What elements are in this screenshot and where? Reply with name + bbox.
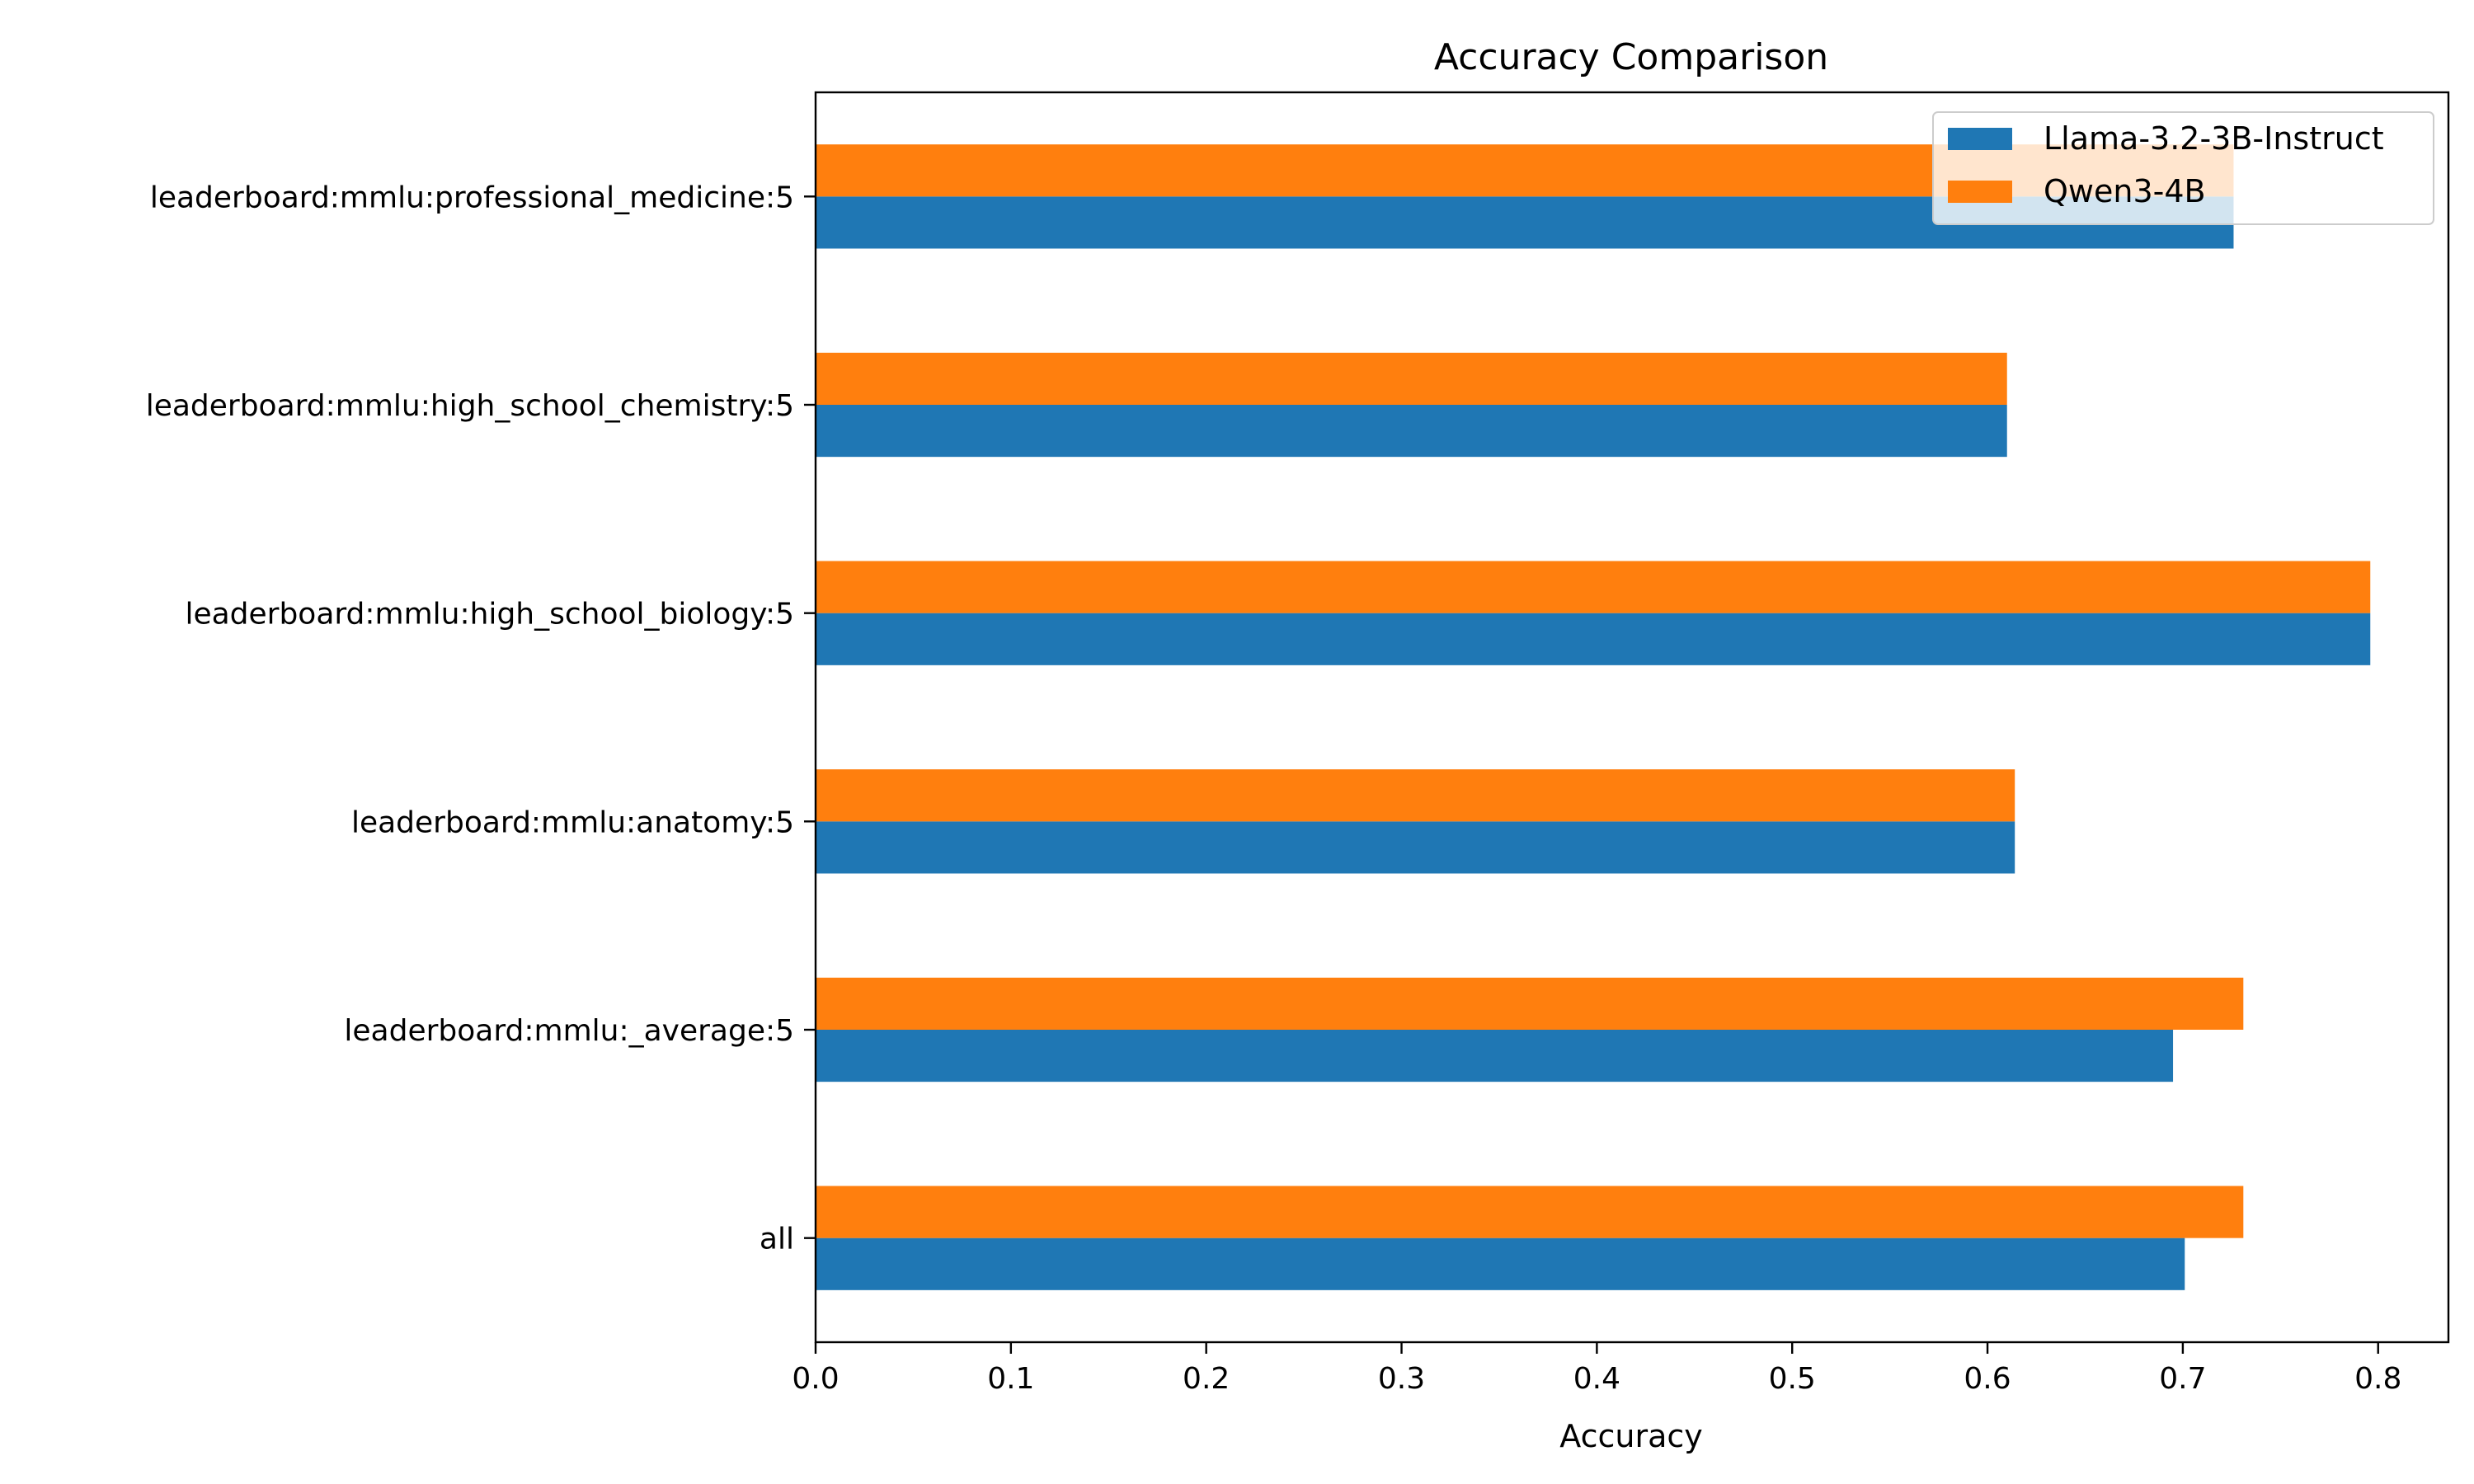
x-tick-label-7: 0.7 bbox=[2159, 1362, 2206, 1396]
legend-label-0: Llama-3.2-3B-Instruct bbox=[2044, 120, 2384, 157]
bar-llama-2 bbox=[816, 821, 2015, 874]
x-tick-label-1: 0.1 bbox=[987, 1362, 1034, 1396]
legend-swatch-1 bbox=[1948, 181, 2012, 203]
x-tick-label-4: 0.4 bbox=[1573, 1362, 1620, 1396]
chart-title: Accuracy Comparison bbox=[1434, 36, 1828, 78]
y-tick-label-0: all bbox=[760, 1223, 794, 1256]
x-tick-label-5: 0.5 bbox=[1769, 1362, 1816, 1396]
legend-box bbox=[1932, 111, 2434, 225]
y-tick-label-4: leaderboard:mmlu:high_school_chemistry:5 bbox=[146, 389, 794, 423]
x-axis-label: Accuracy bbox=[1559, 1418, 1703, 1454]
bar-qwen-3 bbox=[816, 561, 2371, 613]
bar-llama-4 bbox=[816, 405, 2007, 458]
x-axis: 0.0 0.1 0.2 0.3 0.4 0.5 0.6 0.7 0.8 bbox=[792, 1342, 2401, 1396]
x-tick-label-6: 0.6 bbox=[1964, 1362, 2011, 1396]
plot-frame bbox=[814, 91, 2450, 1344]
legend-swatch-0 bbox=[1948, 128, 2012, 150]
x-tick-label-3: 0.3 bbox=[1378, 1362, 1425, 1396]
legend: Llama-3.2-3B-Instruct Qwen3-4B bbox=[1932, 111, 2434, 225]
y-tick-label-2: leaderboard:mmlu:anatomy:5 bbox=[351, 805, 794, 839]
bar-llama-1 bbox=[816, 1030, 2174, 1082]
x-tick-label-0: 0.0 bbox=[792, 1362, 839, 1396]
legend-label-1: Qwen3-4B bbox=[2044, 173, 2206, 209]
bar-qwen-0 bbox=[816, 1186, 2244, 1238]
bar-qwen-2 bbox=[816, 769, 2015, 822]
bar-qwen-1 bbox=[816, 977, 2244, 1030]
bar-llama-0 bbox=[816, 1237, 2185, 1290]
y-axis: all leaderboard:mmlu:_average:5 leaderboar… bbox=[146, 181, 816, 1256]
x-tick-label-8: 0.8 bbox=[2354, 1362, 2401, 1396]
bar-llama-3 bbox=[816, 613, 2371, 665]
bar-qwen-4 bbox=[816, 352, 2007, 405]
y-tick-label-1: leaderboard:mmlu:_average:5 bbox=[344, 1014, 794, 1048]
y-tick-label-3: leaderboard:mmlu:high_school_biology:5 bbox=[185, 598, 794, 632]
y-tick-label-5: leaderboard:mmlu:professional_medicine:5 bbox=[150, 181, 794, 214]
x-tick-label-2: 0.2 bbox=[1183, 1362, 1230, 1396]
